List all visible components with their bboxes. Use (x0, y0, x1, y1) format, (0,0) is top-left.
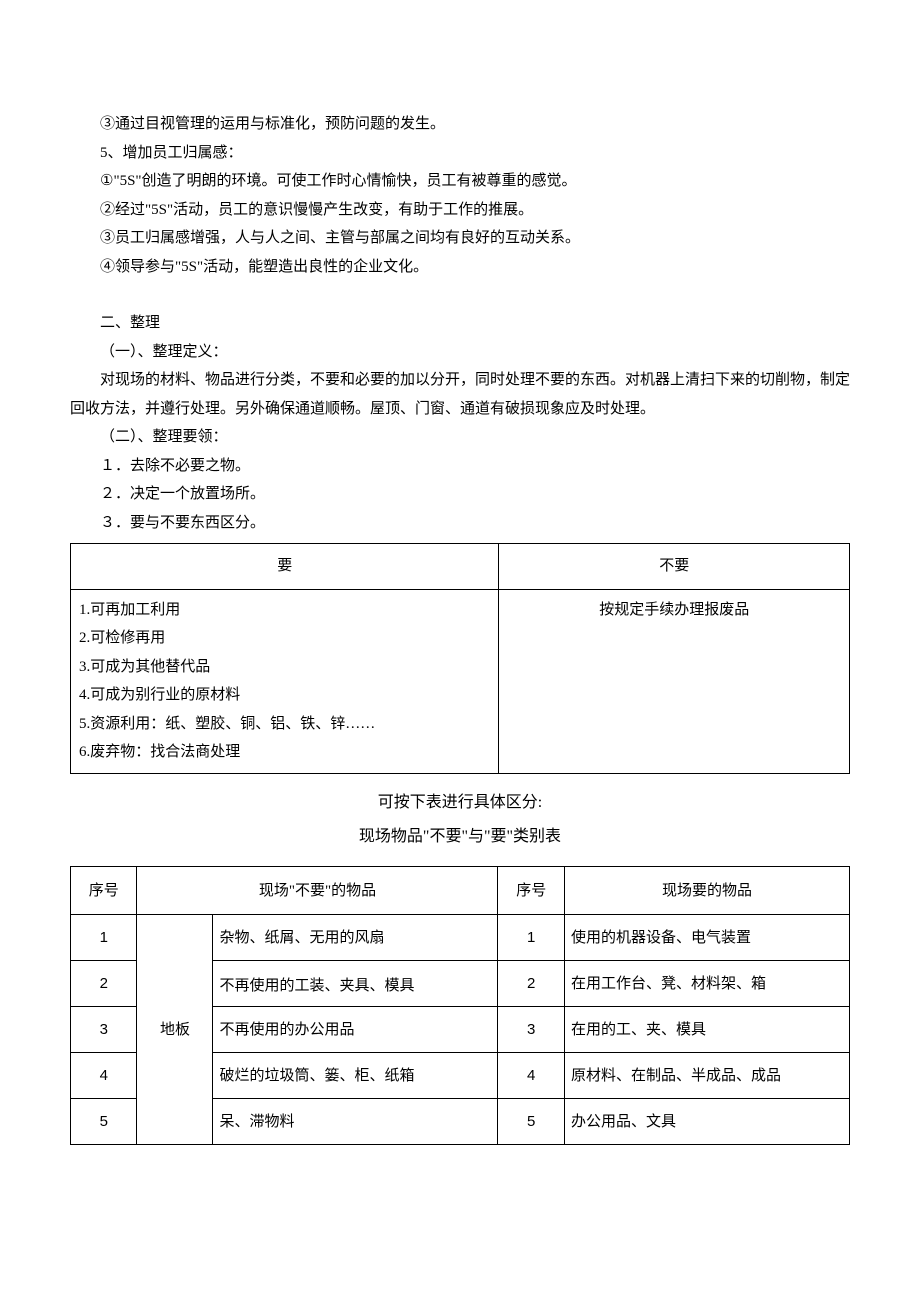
para-belonging-2: ②经过"5S"活动，员工的意识慢慢产生改变，有助于工作的推展。 (70, 196, 850, 225)
table1-header-notwant: 不要 (499, 544, 850, 590)
section-2-title: 二、整理 (70, 309, 850, 338)
table1-want-item: 6.废弃物：找合法商处理 (79, 738, 490, 767)
t2-cell-seq: 3 (71, 1007, 137, 1053)
t2-h-seq: 序号 (71, 867, 137, 915)
table-row: 1.可再加工利用 2.可检修再用 3.可成为其他替代品 4.可成为别行业的原材料… (71, 589, 850, 773)
section-2-def-body: 对现场的材料、物品进行分类，不要和必要的加以分开，同时处理不要的东西。对机器上清… (70, 366, 850, 423)
table-row: 要 不要 (71, 544, 850, 590)
table-row: 序号 现场"不要"的物品 序号 现场要的物品 (71, 867, 850, 915)
t2-cell-wanted: 在用的工、夹、模具 (564, 1007, 849, 1053)
para-belonging-4: ④领导参与"5S"活动，能塑造出良性的企业文化。 (70, 253, 850, 282)
table1-notwant-cell: 按规定手续办理报废品 (499, 589, 850, 773)
table1-want-cell: 1.可再加工利用 2.可检修再用 3.可成为其他替代品 4.可成为别行业的原材料… (71, 589, 499, 773)
table1-want-item: 5.资源利用：纸、塑胶、铜、铝、铁、锌…… (79, 710, 490, 739)
table1-header-want: 要 (71, 544, 499, 590)
section-2-def-label: （一）、整理定义： (70, 338, 850, 367)
t2-h-seq2: 序号 (498, 867, 564, 915)
section-2-key-1: １．去除不必要之物。 (70, 452, 850, 481)
mid-caption-1: 可按下表进行具体区分: (70, 788, 850, 818)
t2-cell-wanted: 原材料、在制品、半成品、成品 (564, 1053, 849, 1099)
t2-h-unwanted: 现场"不要"的物品 (137, 867, 498, 915)
para-belonging-title: 5、增加员工归属感： (70, 139, 850, 168)
table1-want-item: 3.可成为其他替代品 (79, 653, 490, 682)
table1-want-item: 4.可成为别行业的原材料 (79, 681, 490, 710)
table1-want-item: 2.可检修再用 (79, 624, 490, 653)
table-want-notwant: 要 不要 1.可再加工利用 2.可检修再用 3.可成为其他替代品 4.可成为别行… (70, 543, 850, 774)
para-belonging-1: ①"5S"创造了明朗的环境。可使工作时心情愉快，员工有被尊重的感觉。 (70, 167, 850, 196)
t2-cell-unwanted: 不再使用的工装、夹具、模具 (213, 961, 498, 1007)
section-2-key-2: ２．决定一个放置场所。 (70, 480, 850, 509)
table-row: 1 地板 杂物、纸屑、无用的风扇 1 使用的机器设备、电气装置 (71, 915, 850, 961)
t2-cell-seq: 1 (71, 915, 137, 961)
para-visual-mgmt-3: ③通过目视管理的运用与标准化，预防问题的发生。 (70, 110, 850, 139)
t2-cell-unwanted: 不再使用的办公用品 (213, 1007, 498, 1053)
t2-cell-seq2: 2 (498, 961, 564, 1007)
t2-cell-wanted: 办公用品、文具 (564, 1099, 849, 1145)
para-belonging-3: ③员工归属感增强，人与人之间、主管与部属之间均有良好的互动关系。 (70, 224, 850, 253)
t2-h-wanted: 现场要的物品 (564, 867, 849, 915)
section-2-key-3: ３．要与不要东西区分。 (70, 509, 850, 538)
t2-cell-seq2: 4 (498, 1053, 564, 1099)
t2-cell-unwanted: 破烂的垃圾筒、篓、柜、纸箱 (213, 1053, 498, 1099)
t2-cell-seq: 2 (71, 961, 137, 1007)
t2-cell-location: 地板 (137, 915, 213, 1145)
t2-cell-seq2: 5 (498, 1099, 564, 1145)
t2-cell-unwanted: 杂物、纸屑、无用的风扇 (213, 915, 498, 961)
table-items-classification: 序号 现场"不要"的物品 序号 现场要的物品 1 地板 杂物、纸屑、无用的风扇 … (70, 866, 850, 1145)
t2-cell-seq: 5 (71, 1099, 137, 1145)
t2-cell-wanted: 使用的机器设备、电气装置 (564, 915, 849, 961)
t2-cell-seq2: 3 (498, 1007, 564, 1053)
t2-cell-seq2: 1 (498, 915, 564, 961)
mid-caption-2: 现场物品"不要"与"要"类别表 (70, 822, 850, 852)
t2-cell-unwanted: 呆、滞物料 (213, 1099, 498, 1145)
table1-want-list: 1.可再加工利用 2.可检修再用 3.可成为其他替代品 4.可成为别行业的原材料… (79, 596, 490, 767)
table1-want-item: 1.可再加工利用 (79, 596, 490, 625)
t2-cell-wanted: 在用工作台、凳、材料架、箱 (564, 961, 849, 1007)
section-2-key-label: （二）、整理要领： (70, 423, 850, 452)
t2-cell-seq: 4 (71, 1053, 137, 1099)
